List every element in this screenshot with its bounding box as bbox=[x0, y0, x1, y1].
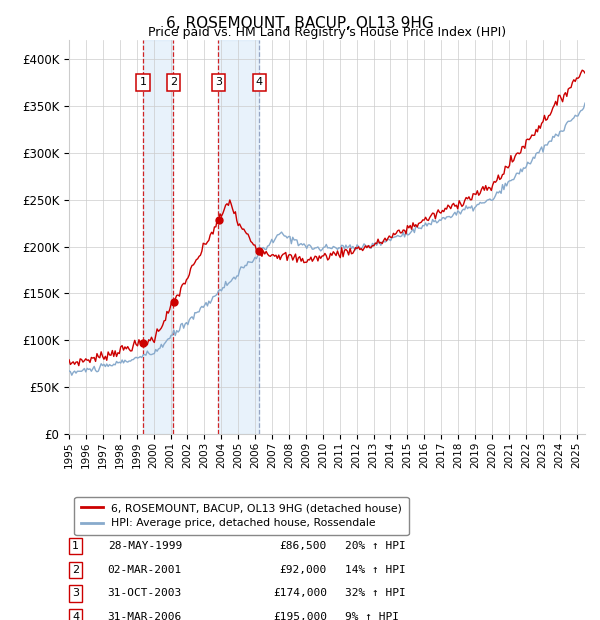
Text: 9% ↑ HPI: 9% ↑ HPI bbox=[345, 612, 399, 620]
Text: 14% ↑ HPI: 14% ↑ HPI bbox=[345, 565, 406, 575]
Text: 3: 3 bbox=[72, 588, 79, 598]
Text: 31-MAR-2006: 31-MAR-2006 bbox=[108, 612, 182, 620]
Text: £86,500: £86,500 bbox=[280, 541, 327, 551]
Text: 6, ROSEMOUNT, BACUP, OL13 9HG: 6, ROSEMOUNT, BACUP, OL13 9HG bbox=[166, 16, 434, 30]
Text: 2: 2 bbox=[72, 565, 79, 575]
Text: £195,000: £195,000 bbox=[273, 612, 327, 620]
Text: 02-MAR-2001: 02-MAR-2001 bbox=[108, 565, 182, 575]
Legend: 6, ROSEMOUNT, BACUP, OL13 9HG (detached house), HPI: Average price, detached hou: 6, ROSEMOUNT, BACUP, OL13 9HG (detached … bbox=[74, 497, 409, 535]
Text: 3: 3 bbox=[215, 78, 222, 87]
Text: 4: 4 bbox=[256, 78, 263, 87]
Text: 1: 1 bbox=[140, 78, 146, 87]
Text: 20% ↑ HPI: 20% ↑ HPI bbox=[345, 541, 406, 551]
Text: 32% ↑ HPI: 32% ↑ HPI bbox=[345, 588, 406, 598]
Title: Price paid vs. HM Land Registry's House Price Index (HPI): Price paid vs. HM Land Registry's House … bbox=[148, 26, 506, 39]
Text: 1: 1 bbox=[72, 541, 79, 551]
Text: £92,000: £92,000 bbox=[280, 565, 327, 575]
Bar bbox=[143, 40, 173, 434]
Text: 31-OCT-2003: 31-OCT-2003 bbox=[108, 588, 182, 598]
Bar bbox=[218, 40, 259, 434]
Text: £174,000: £174,000 bbox=[273, 588, 327, 598]
Text: 4: 4 bbox=[72, 612, 79, 620]
Text: 28-MAY-1999: 28-MAY-1999 bbox=[108, 541, 182, 551]
Text: 2: 2 bbox=[170, 78, 177, 87]
